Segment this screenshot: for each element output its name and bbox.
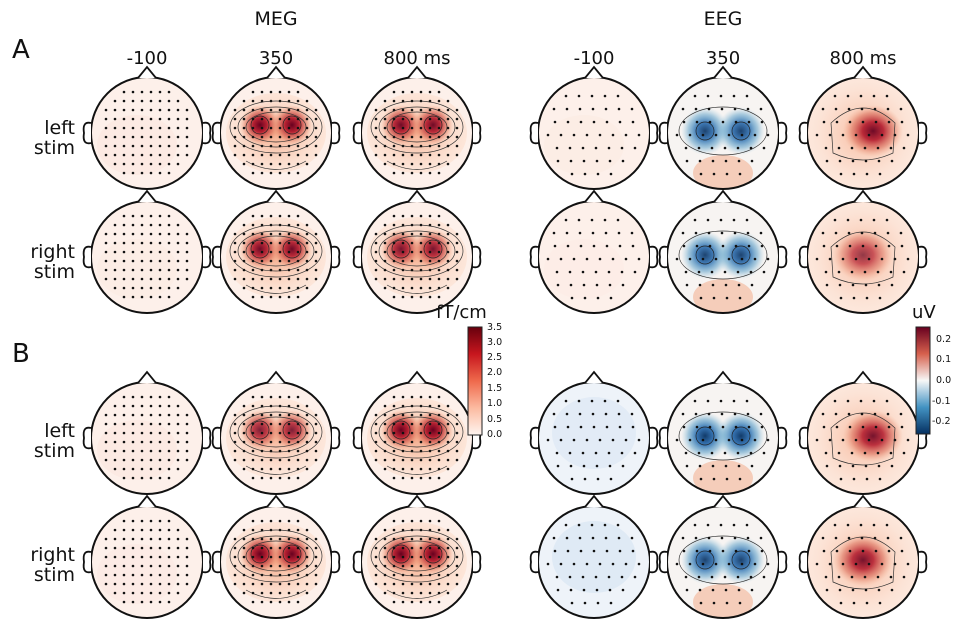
meg-colorbar-tick: 3.0	[487, 337, 503, 348]
topomap-head	[529, 189, 659, 314]
row-label-line: stim	[33, 137, 75, 159]
column-label: 350	[258, 48, 294, 69]
row-label-line: left	[44, 117, 75, 139]
topomap-head	[658, 65, 788, 190]
topomap-head	[352, 65, 482, 190]
meg-colorbar-unit: fT/cm	[436, 302, 487, 323]
topomap-head	[798, 370, 928, 495]
topomap-head	[352, 189, 482, 314]
eeg-colorbar-tick: 0.0	[936, 375, 952, 386]
column-label: -100	[573, 48, 615, 69]
meg-header: MEG	[254, 8, 298, 30]
topomap-head	[211, 65, 341, 190]
topomap-head	[529, 494, 659, 619]
meg-colorbar-tick: 1.0	[487, 398, 503, 409]
eeg-colorbar-tick: 0.1	[936, 354, 952, 365]
topomap-head	[211, 189, 341, 314]
row-label-line: left	[44, 420, 75, 442]
meg-colorbar	[467, 326, 483, 436]
row-label: right stim	[15, 545, 75, 585]
meg-colorbar-tick: 3.5	[487, 322, 503, 333]
topomap-head	[82, 370, 212, 495]
topomap-head	[798, 494, 928, 619]
row-label-line: right	[30, 544, 75, 566]
topomap-head	[658, 189, 788, 314]
row-label: right stim	[15, 242, 75, 282]
eeg-colorbar-tick: -0.2	[932, 416, 951, 427]
meg-colorbar-tick: 2.0	[487, 367, 503, 378]
panel-label-b: B	[12, 339, 30, 369]
topomap-head	[352, 494, 482, 619]
row-label-line: stim	[33, 261, 75, 283]
eeg-colorbar	[915, 326, 931, 435]
meg-colorbar-tick: 0.5	[487, 414, 503, 425]
row-label-line: stim	[33, 564, 75, 586]
eeg-colorbar-tick: -0.1	[932, 396, 951, 407]
topomap-head	[211, 494, 341, 619]
topomap-head	[82, 494, 212, 619]
topomap-head	[82, 189, 212, 314]
column-label: 800 ms	[383, 48, 451, 69]
topomap-head	[798, 65, 928, 190]
eeg-header: EEG	[703, 8, 743, 30]
column-label: 800 ms	[829, 48, 897, 69]
topomap-head	[658, 370, 788, 495]
panel-label-a: A	[12, 35, 30, 65]
eeg-colorbar-unit: uV	[912, 302, 936, 323]
row-label: left stim	[15, 421, 75, 461]
meg-colorbar-tick: 2.5	[487, 352, 503, 363]
column-label: 350	[705, 48, 741, 69]
topomap-head	[211, 370, 341, 495]
topomap-head	[658, 494, 788, 619]
row-label-line: right	[30, 241, 75, 263]
column-label: -100	[126, 48, 168, 69]
topomap-head	[529, 65, 659, 190]
row-label-line: stim	[33, 440, 75, 462]
topomap-head	[352, 370, 482, 495]
meg-colorbar-tick: 1.5	[487, 383, 503, 394]
topomap-head	[798, 189, 928, 314]
meg-colorbar-tick: 0.0	[487, 429, 503, 440]
eeg-colorbar-tick: 0.2	[936, 334, 952, 345]
row-label: left stim	[15, 118, 75, 158]
topomap-head	[82, 65, 212, 190]
topomap-head	[529, 370, 659, 495]
